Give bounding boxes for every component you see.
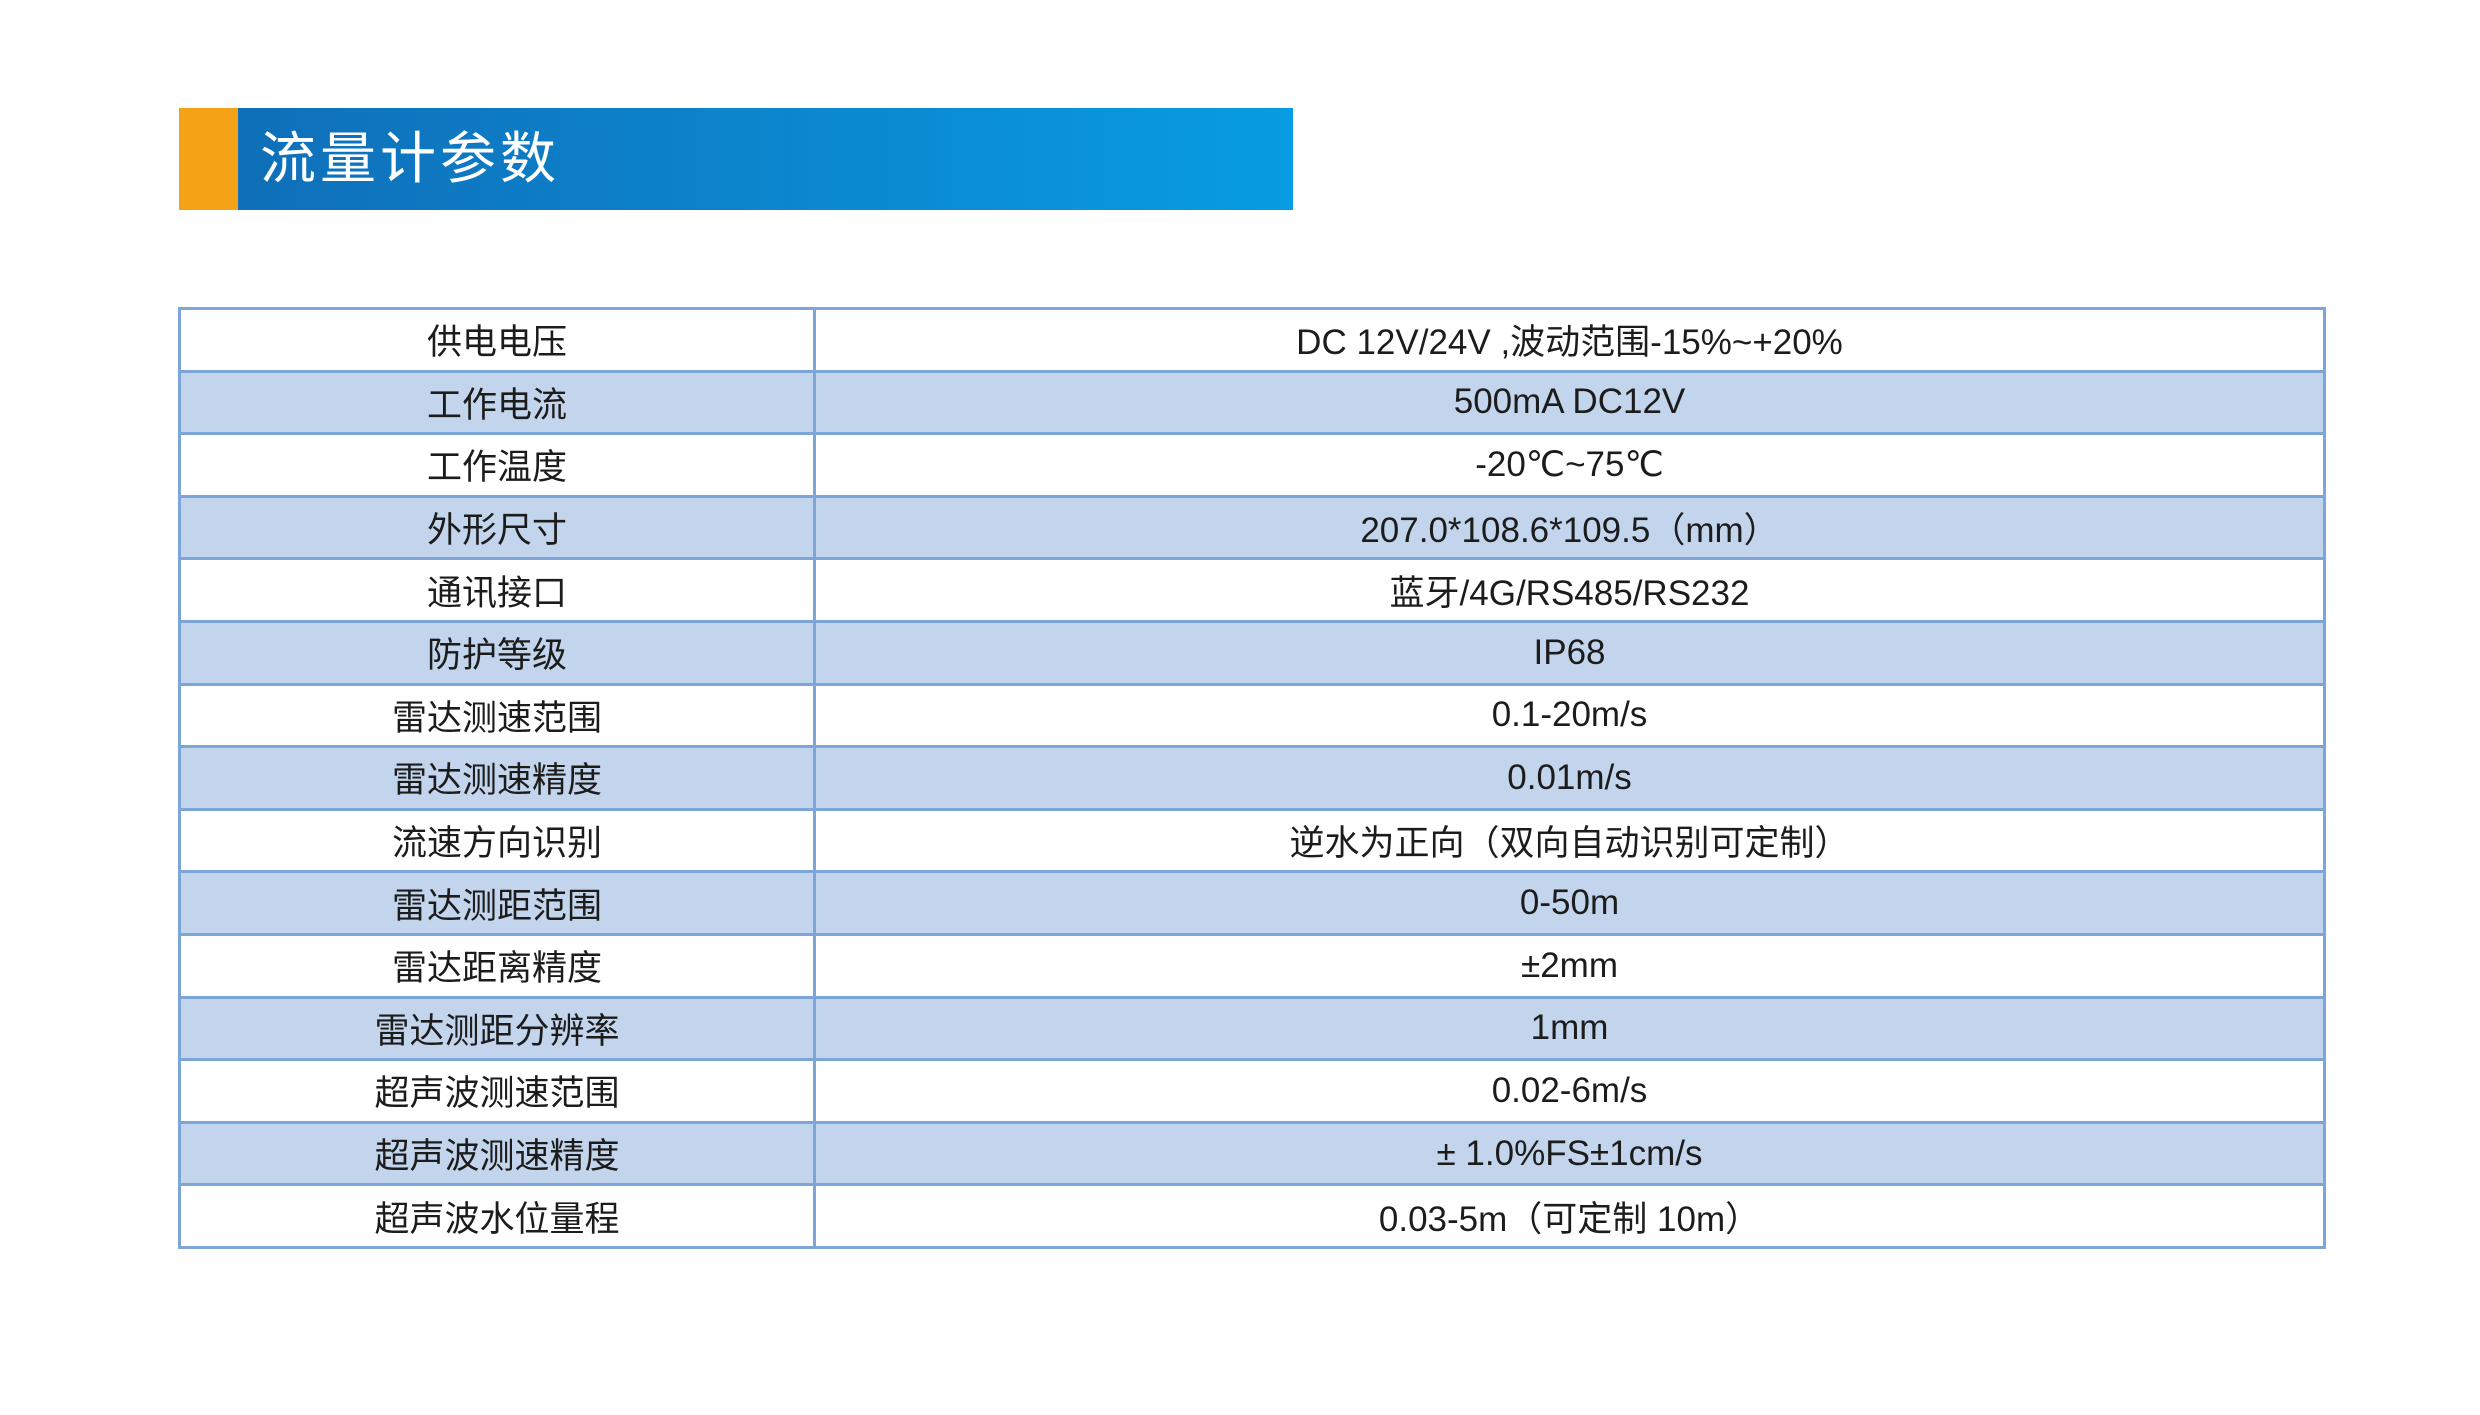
spec-label: 工作电流 (178, 369, 816, 436)
spec-label: 雷达测速范围 (178, 682, 816, 749)
spec-value: 0.1-20m/s (813, 682, 2326, 749)
table-row: 工作温度 -20℃~75℃ (178, 432, 2326, 498)
spec-table: 供电电压 DC 12V/24V ,波动范围-15%~+20% 工作电流 500mA D… (178, 307, 2326, 1249)
spec-label: 雷达测速精度 (178, 745, 816, 811)
table-row: 工作电流 500mA DC12V (178, 369, 2326, 436)
table-row: 雷达测速精度 0.01m/s (178, 745, 2326, 811)
page-title: 流量计参数 (260, 127, 560, 190)
title-gradient-strip: 流量计参数 (238, 108, 1293, 210)
spec-label: 雷达测距分辨率 (178, 995, 816, 1062)
spec-value: IP68 (813, 619, 2326, 686)
spec-label: 雷达测距范围 (178, 870, 816, 936)
table-row: 雷达距离精度 ±2mm (178, 932, 2326, 999)
section-title-bar: 流量计参数 (179, 108, 1293, 210)
spec-label: 外形尺寸 (178, 494, 816, 561)
spec-value: ± 1.0%FS±1cm/s (813, 1120, 2326, 1187)
spec-value: -20℃~75℃ (813, 432, 2326, 498)
table-row: 超声波测速精度 ± 1.0%FS±1cm/s (178, 1120, 2326, 1187)
spec-label: 供电电压 (178, 307, 816, 373)
spec-value: 1mm (813, 995, 2326, 1062)
table-row: 雷达测速范围 0.1-20m/s (178, 682, 2326, 749)
spec-value: 蓝牙/4G/RS485/RS232 (813, 557, 2326, 623)
spec-label: 雷达距离精度 (178, 932, 816, 999)
spec-table-body: 供电电压 DC 12V/24V ,波动范围-15%~+20% 工作电流 500mA D… (178, 307, 2326, 1249)
spec-label: 超声波水位量程 (178, 1183, 816, 1249)
table-row: 雷达测距分辨率 1mm (178, 995, 2326, 1062)
table-row: 超声波水位量程 0.03-5m（可定制 10m） (178, 1183, 2326, 1249)
table-row: 外形尺寸 207.0*108.6*109.5（mm） (178, 494, 2326, 561)
table-row: 超声波测速范围 0.02-6m/s (178, 1058, 2326, 1124)
spec-value: 500mA DC12V (813, 369, 2326, 436)
spec-label: 通讯接口 (178, 557, 816, 623)
spec-value: 逆水为正向（双向自动识别可定制） (813, 807, 2326, 874)
spec-value: 207.0*108.6*109.5（mm） (813, 494, 2326, 561)
spec-value: 0.02-6m/s (813, 1058, 2326, 1124)
spec-value: 0-50m (813, 870, 2326, 936)
spec-label: 超声波测速精度 (178, 1120, 816, 1187)
orange-accent-block (179, 108, 238, 210)
table-row: 防护等级 IP68 (178, 619, 2326, 686)
table-row: 通讯接口 蓝牙/4G/RS485/RS232 (178, 557, 2326, 623)
spec-label: 防护等级 (178, 619, 816, 686)
spec-value: ±2mm (813, 932, 2326, 999)
spec-label: 超声波测速范围 (178, 1058, 816, 1124)
spec-label: 流速方向识别 (178, 807, 816, 874)
spec-value: 0.03-5m（可定制 10m） (813, 1183, 2326, 1249)
spec-label: 工作温度 (178, 432, 816, 498)
spec-value: 0.01m/s (813, 745, 2326, 811)
spec-value: DC 12V/24V ,波动范围-15%~+20% (813, 307, 2326, 373)
table-row: 供电电压 DC 12V/24V ,波动范围-15%~+20% (178, 307, 2326, 373)
table-row: 雷达测距范围 0-50m (178, 870, 2326, 936)
table-row: 流速方向识别 逆水为正向（双向自动识别可定制） (178, 807, 2326, 874)
